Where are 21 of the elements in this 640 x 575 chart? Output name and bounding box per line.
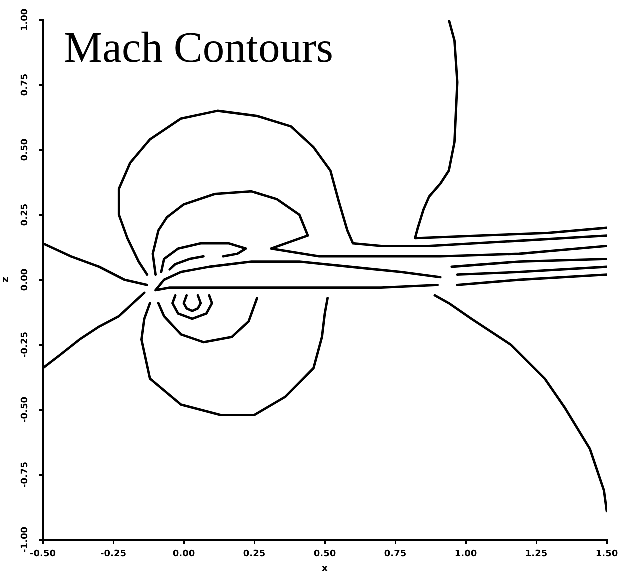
x-tick-label: -0.25 — [100, 550, 126, 560]
y-axis-title: z — [0, 276, 12, 283]
x-tick-label: 0.00 — [172, 550, 196, 560]
y-tick-label: -0.50 — [20, 397, 30, 423]
y-tick-label: 0.50 — [20, 138, 30, 162]
y-tick-label: -0.75 — [20, 462, 30, 488]
x-tick-label: 0.75 — [384, 550, 407, 560]
y-tick-label: 0.75 — [20, 74, 30, 96]
x-tick-label: 1.25 — [525, 550, 548, 560]
y-tick-label: 0.25 — [20, 204, 30, 226]
x-tick-label: 0.25 — [243, 550, 266, 560]
x-axis-title: x — [322, 564, 329, 575]
x-tick-label: -0.50 — [30, 550, 56, 560]
x-tick-label: 1.00 — [454, 550, 478, 560]
y-tick-label: 0.00 — [20, 268, 30, 292]
y-tick-label: -1.00 — [20, 527, 30, 553]
y-tick-label: 1.00 — [20, 8, 30, 32]
x-tick-label: 0.50 — [314, 550, 336, 560]
chart-title: Mach Contours — [64, 24, 334, 72]
x-tick-label: 1.50 — [596, 550, 618, 560]
y-tick-label: -0.25 — [20, 332, 30, 358]
